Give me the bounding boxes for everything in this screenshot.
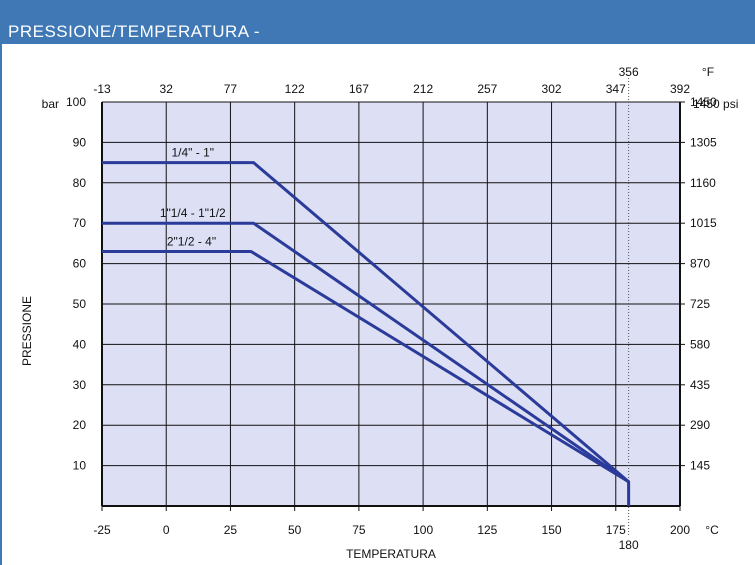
marker-label-top: 356 <box>619 65 639 79</box>
series-label: 1"1/4 - 1"1/2 <box>160 206 226 220</box>
x-top-tick-label: 167 <box>349 82 369 96</box>
x-tick-label: 75 <box>352 523 366 537</box>
y-tick-label: 40 <box>73 337 87 351</box>
y-right-tick-label: 725 <box>690 297 710 311</box>
header-title: PRESSIONE/TEMPERATURA - <box>8 22 261 41</box>
x-tick-label: 150 <box>542 523 562 537</box>
x-tick-label: 100 <box>413 523 433 537</box>
x-top-tick-label: 32 <box>160 82 174 96</box>
y-axis-title: PRESSIONE <box>20 296 34 366</box>
x-tick-label: 25 <box>224 523 238 537</box>
y-tick-label: 100 <box>66 95 86 109</box>
y-right-tick-label: 1160 <box>690 176 716 190</box>
y-right-tick-label: 870 <box>690 257 710 271</box>
series-line <box>102 249 630 484</box>
y-right-tick-label: 145 <box>690 459 710 473</box>
header-bar: PRESSIONE/TEMPERATURA - <box>0 0 755 44</box>
x-tick-label: -25 <box>93 523 111 537</box>
grid <box>101 101 685 511</box>
y-tick-label: 60 <box>73 257 87 271</box>
y-tick-label: 20 <box>73 418 87 432</box>
y-tick-label: 80 <box>73 176 87 190</box>
x-top-tick-label: 257 <box>477 82 497 96</box>
y-tick-label: 10 <box>73 459 87 473</box>
x-top-tick-label: 347 <box>606 82 626 96</box>
y-right-tick-label: 1015 <box>690 216 717 230</box>
x-top-tick-label: 212 <box>413 82 433 96</box>
y-right-tick-label: 290 <box>690 418 710 432</box>
y-tick-label: 70 <box>73 216 87 230</box>
x-tick-label: 50 <box>288 523 302 537</box>
label-group: -25 -13 0 32 25 77 50 122 75 167 100 212 125 257 150 30… <box>20 65 738 561</box>
series-label: 2"1/2 - 4" <box>167 234 216 248</box>
x-tick-label: 200 <box>670 523 690 537</box>
y-tick-label: 30 <box>73 378 87 392</box>
x-top-tick-label: 77 <box>224 82 238 96</box>
y-tick-label: 90 <box>73 135 87 149</box>
y-unit-label: bar <box>42 97 59 111</box>
y-tick-label: 50 <box>73 297 87 311</box>
y-right-tick-label: 1305 <box>690 135 717 149</box>
x-top-unit-label: °F <box>702 65 714 79</box>
x-top-tick-label: 122 <box>285 82 305 96</box>
x-top-tick-label: -13 <box>93 82 111 96</box>
y-right-tick-label: 580 <box>690 337 710 351</box>
marker-label-bottom: 180 <box>619 538 639 552</box>
y-right-tick-label: 1450 <box>690 95 717 109</box>
series-line <box>102 161 631 506</box>
x-axis-title: TEMPERATURA <box>346 547 436 561</box>
y-right-tick-label: 435 <box>690 378 710 392</box>
series-label: 1/4" - 1" <box>172 146 215 160</box>
x-top-tick-label: 302 <box>542 82 562 96</box>
x-unit-label: °C <box>705 523 719 537</box>
y-right-unit-label: 1450 psi <box>693 97 738 111</box>
x-tick-label: 0 <box>163 523 170 537</box>
series-group <box>102 161 631 506</box>
x-top-tick-label: 392 <box>670 82 690 96</box>
x-tick-label: 175 <box>606 523 626 537</box>
series-line <box>102 221 630 483</box>
x-tick-label: 125 <box>477 523 497 537</box>
